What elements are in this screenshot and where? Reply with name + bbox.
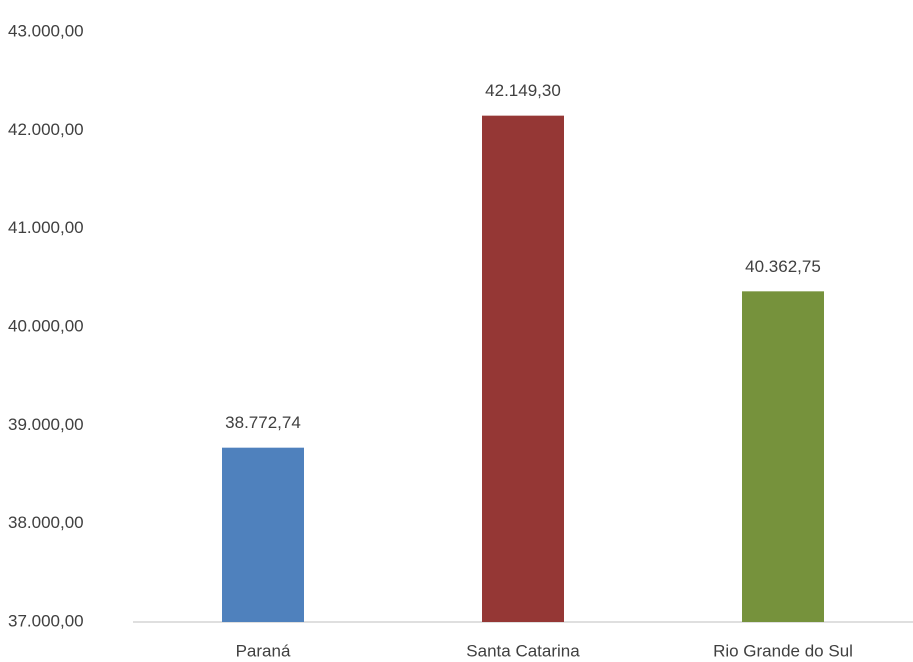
value-label: 40.362,75: [745, 257, 821, 276]
y-tick-label: 40.000,00: [8, 316, 84, 335]
x-tick-label: Santa Catarina: [466, 641, 580, 660]
x-tick-label: Paraná: [236, 641, 291, 660]
bar: [222, 447, 304, 622]
y-tick-label: 39.000,00: [8, 415, 84, 434]
y-tick-label: 38.000,00: [8, 513, 84, 532]
y-tick-label: 43.000,00: [8, 21, 84, 40]
x-tick-label: Rio Grande do Sul: [713, 641, 853, 660]
y-tick-label: 42.000,00: [8, 120, 84, 139]
value-label: 42.149,30: [485, 81, 561, 100]
value-label: 38.772,74: [225, 413, 301, 432]
bar: [742, 291, 824, 622]
bar: [482, 115, 564, 623]
y-tick-label: 41.000,00: [8, 218, 84, 237]
y-tick-label: 37.000,00: [8, 611, 84, 630]
